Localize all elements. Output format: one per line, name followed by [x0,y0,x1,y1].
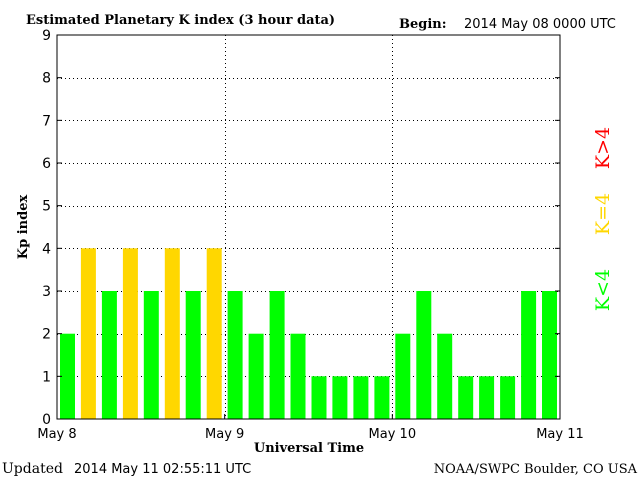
begin-value: 2014 May 08 0000 UTC [464,17,616,32]
y-tick-label: 8 [42,71,51,87]
kp-bar [479,376,495,419]
kp-bar [311,376,327,419]
kp-bar [353,376,369,419]
y-ticks: 0 1 2 3 4 5 6 7 8 9 [42,28,560,428]
x-tick-label: May 11 [536,427,584,442]
x-tick-label: May 8 [37,427,76,442]
kp-bar [248,333,264,419]
y-tick-label: 6 [42,156,51,172]
bars [60,248,557,419]
y-tick-label: 2 [42,327,51,343]
x-axis-label: Universal Time [254,441,364,456]
kp-bar [437,333,453,419]
kp-bar [206,248,222,419]
footer-source: NOAA/SWPC Boulder, CO USA [434,462,638,477]
plot-frame [56,34,561,420]
kp-bar [290,333,306,419]
kp-bar [269,291,285,419]
kp-bar [458,376,474,419]
y-tick-label: 5 [42,199,51,215]
kp-bar [500,376,516,419]
grid-lines [57,35,560,419]
kp-bar [143,291,159,419]
x-ticks: May 8 May 9 May 10 May 11 [37,414,584,442]
y-tick-label: 1 [42,369,51,385]
x-tick-label: May 9 [205,427,244,442]
kp-bar [521,291,537,419]
kp-bar [185,291,201,419]
x-tick-label: May 10 [369,427,417,442]
y-axis-label: Kp index [16,195,31,260]
kp-bar [227,291,243,419]
y-tick-label: 7 [42,113,51,129]
kp-bar [542,291,557,419]
kp-bar [80,248,96,419]
kp-bar [416,291,432,419]
kp-bar [164,248,180,419]
kp-bar [101,291,117,419]
kp-bar [122,248,138,419]
legend: K<4 K=4 K>4 [592,127,614,311]
y-tick-label: 0 [42,412,51,428]
kp-bar [60,333,75,419]
begin-label: Begin: [399,17,447,32]
legend-entry: K>4 [592,127,614,169]
legend-entry: K<4 [592,269,614,311]
legend-entry: K=4 [592,193,614,235]
kp-bar [395,333,411,419]
y-tick-label: 4 [42,241,51,257]
footer-updated-value: 2014 May 11 02:55:11 UTC [74,462,251,477]
y-tick-label: 9 [42,28,51,44]
chart-title: Estimated Planetary K index (3 hour data… [26,13,335,28]
y-tick-label: 3 [42,284,51,300]
footer-updated-label: Updated [2,461,63,477]
kp-bar [332,376,348,419]
kp-bar [374,376,390,419]
